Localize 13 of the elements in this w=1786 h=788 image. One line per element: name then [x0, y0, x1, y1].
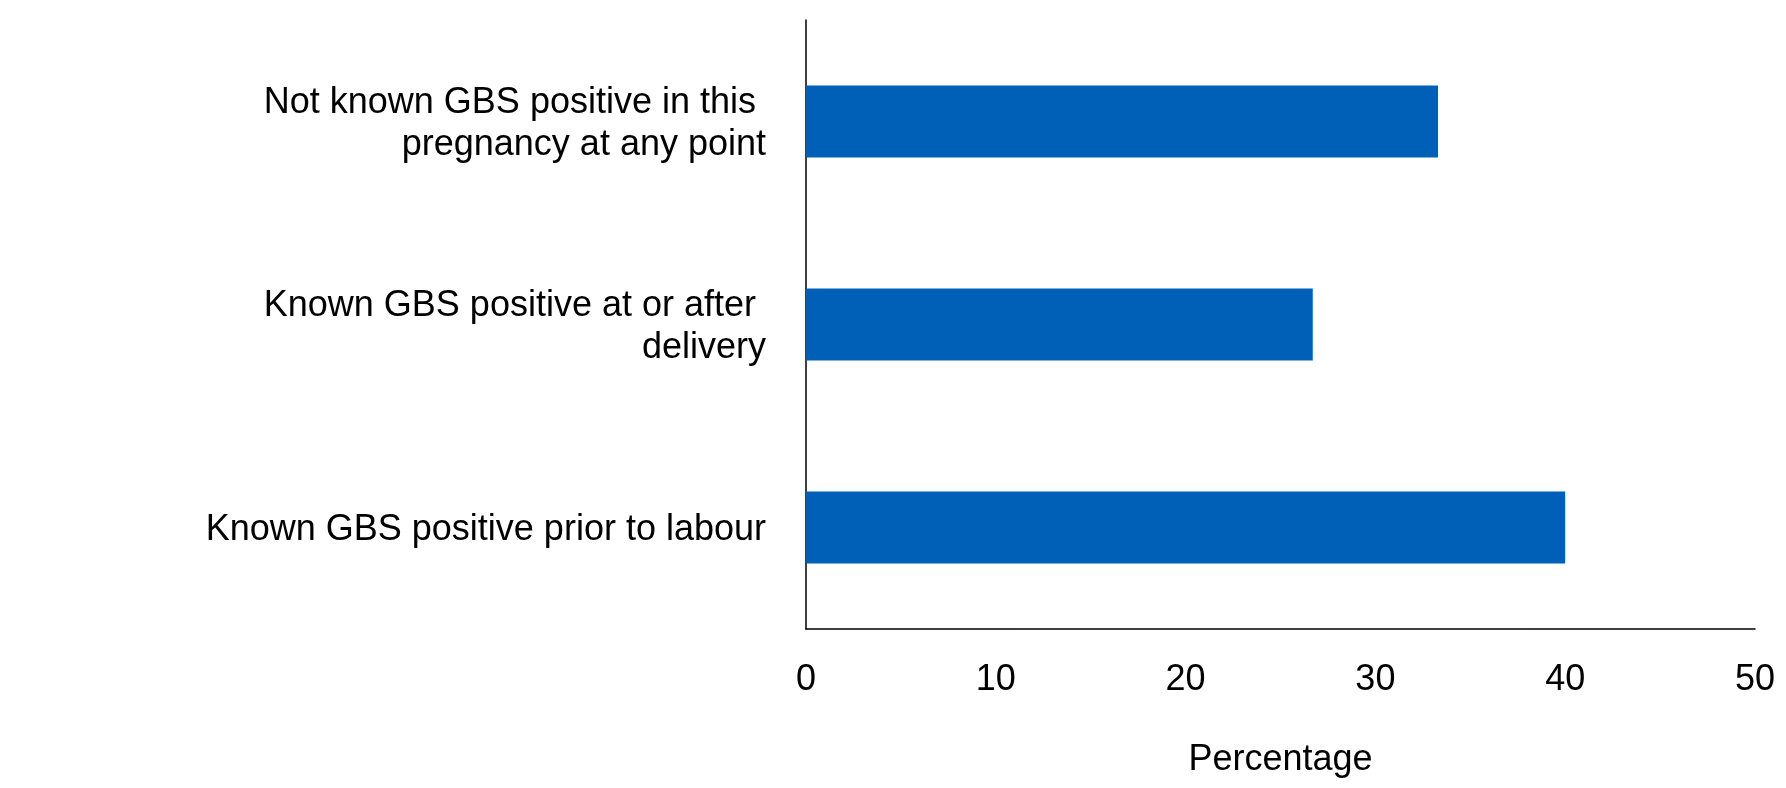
- x-tick-label: 10: [975, 656, 1016, 698]
- y-tick-label: Known GBS positive prior to labour: [205, 507, 766, 548]
- x-tick-label: 20: [1165, 656, 1206, 698]
- x-tick-label: 40: [1545, 656, 1586, 698]
- x-tick-label: 30: [1355, 656, 1396, 698]
- x-axis-title: Percentage: [1188, 736, 1373, 778]
- bar: [806, 288, 1313, 361]
- y-tick-label: Not known GBS positive in this pregnancy at any point: [263, 80, 766, 163]
- y-tick-label: Known GBS positive at or after delivery: [263, 283, 766, 366]
- x-tick-label: 0: [795, 656, 817, 698]
- bar: [806, 491, 1566, 564]
- bar: [806, 85, 1439, 158]
- x-tick-label: 50: [1734, 656, 1775, 698]
